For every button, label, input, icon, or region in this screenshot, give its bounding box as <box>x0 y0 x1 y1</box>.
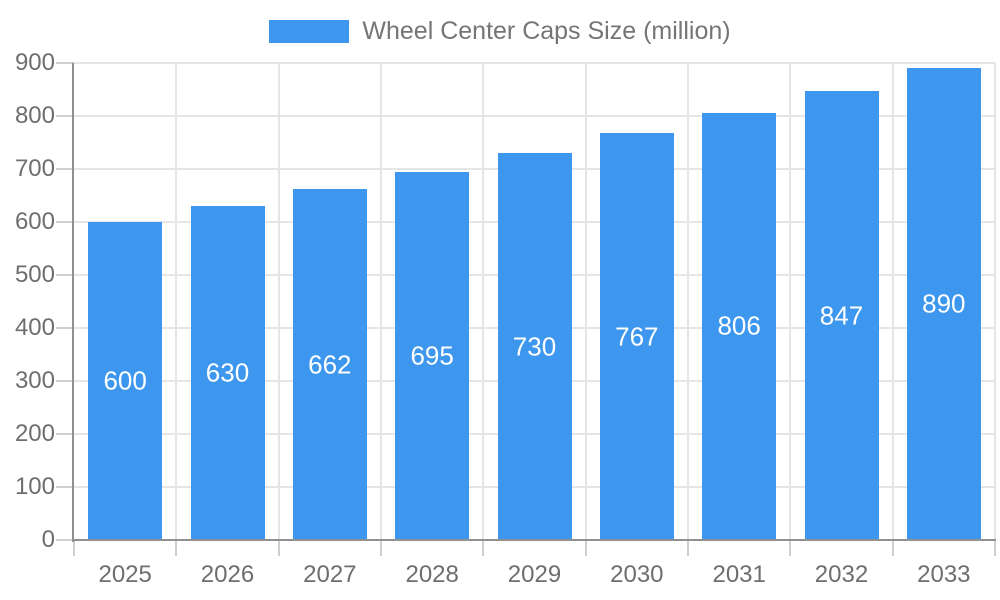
bar-value-label: 806 <box>717 310 761 341</box>
gridline-v <box>380 63 382 540</box>
x-tick <box>891 540 894 556</box>
bar-2025[interactable]: 600 <box>88 222 163 540</box>
y-tick <box>56 168 74 170</box>
y-tick <box>56 274 74 276</box>
x-axis-label: 2032 <box>814 561 869 588</box>
gridline-v <box>994 63 996 540</box>
y-tick <box>56 115 74 117</box>
bar-2033[interactable]: 890 <box>906 68 981 540</box>
gridline-v <box>277 63 280 540</box>
y-tick <box>56 327 74 329</box>
bar-value-label: 662 <box>308 349 352 380</box>
bar-value-label: 730 <box>512 331 557 362</box>
x-axis-label: 2029 <box>507 561 562 588</box>
y-tick <box>56 380 74 382</box>
bar-value-label: 630 <box>205 357 250 388</box>
legend-label: Wheel Center Caps Size (million) <box>362 16 731 45</box>
bar-value-label: 767 <box>615 321 659 352</box>
x-axis-line <box>72 539 996 541</box>
x-axis-label: 2033 <box>917 561 971 588</box>
bar-2026[interactable]: 630 <box>190 206 265 540</box>
x-tick <box>277 540 280 556</box>
gridline-v <box>175 63 178 540</box>
gridline-h <box>74 62 995 64</box>
y-axis-label: 500 <box>14 261 55 288</box>
bar-value-label: 847 <box>819 300 864 331</box>
x-tick <box>687 540 689 556</box>
gridline-v <box>584 63 587 540</box>
y-axis-label: 200 <box>14 420 55 447</box>
gridline-v <box>687 63 689 540</box>
x-tick <box>994 540 996 556</box>
bar-value-label: 600 <box>103 365 147 396</box>
gridline-v <box>891 63 894 540</box>
x-tick <box>789 540 792 556</box>
x-axis-label: 2028 <box>405 561 459 588</box>
x-axis-label: 2030 <box>610 561 664 588</box>
x-axis-label: 2026 <box>200 561 255 588</box>
y-tick <box>56 221 74 223</box>
y-axis-label: 300 <box>14 367 55 394</box>
x-axis-label: 2031 <box>712 561 766 588</box>
y-axis-label: 400 <box>14 314 55 341</box>
gridline-v <box>482 63 485 540</box>
legend[interactable]: Wheel Center Caps Size (million) <box>0 16 1000 46</box>
y-tick <box>56 539 74 541</box>
bar-2027[interactable]: 662 <box>292 189 367 540</box>
bar-2028[interactable]: 695 <box>395 171 470 540</box>
x-tick <box>73 540 75 556</box>
x-tick <box>380 540 382 556</box>
y-axis-label: 600 <box>14 208 55 235</box>
bar-2029[interactable]: 730 <box>497 153 572 540</box>
legend-swatch <box>269 19 350 43</box>
bar-2031[interactable]: 806 <box>702 112 777 540</box>
bar-2030[interactable]: 767 <box>599 133 674 540</box>
y-tick <box>56 433 74 435</box>
x-axis-label: 2027 <box>303 561 357 588</box>
y-axis-label: 900 <box>14 49 55 76</box>
y-axis-label: 100 <box>14 473 55 500</box>
y-axis-line <box>72 63 74 542</box>
y-tick <box>56 62 74 64</box>
y-tick <box>56 486 74 488</box>
bar-value-label: 695 <box>410 340 454 371</box>
gridline-v <box>789 63 792 540</box>
x-tick <box>175 540 178 556</box>
bar-value-label: 890 <box>922 288 966 319</box>
y-axis-label: 800 <box>14 102 55 129</box>
y-axis-label: 0 <box>41 526 55 553</box>
x-tick <box>482 540 485 556</box>
x-axis-label: 2025 <box>98 561 152 588</box>
bar-2032[interactable]: 847 <box>804 91 879 540</box>
x-tick <box>584 540 587 556</box>
y-axis-label: 700 <box>14 155 55 182</box>
gridline-h <box>74 115 995 117</box>
